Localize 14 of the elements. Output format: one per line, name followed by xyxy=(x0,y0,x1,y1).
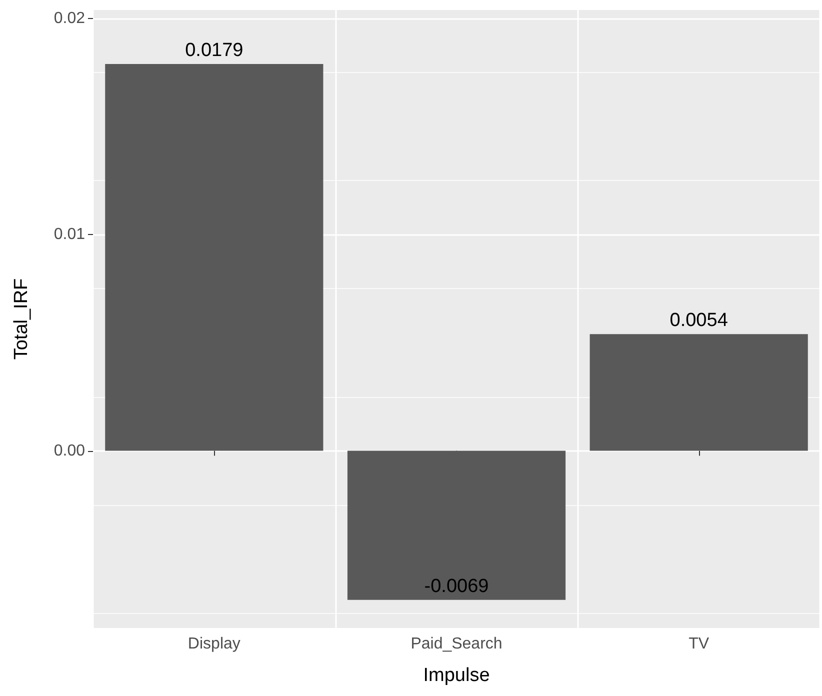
y-tick-label: 0.02 xyxy=(54,10,86,28)
y-axis-title: Total_IRF xyxy=(11,278,32,360)
bar xyxy=(590,334,808,451)
data-label: 0.0179 xyxy=(185,40,244,62)
y-tick-label: 0.00 xyxy=(54,442,86,460)
data-label: 0.0054 xyxy=(670,310,728,332)
data-label: -0.0069 xyxy=(424,576,489,597)
y-tick-label: 0.01 xyxy=(54,226,86,244)
bar xyxy=(347,450,566,600)
x-tick-label: Paid_Search xyxy=(410,636,502,652)
x-tick-label: Display xyxy=(188,636,240,652)
bar xyxy=(105,64,324,451)
x-tick-label: TV xyxy=(688,636,710,652)
x-axis-title: Impulse xyxy=(423,665,490,686)
